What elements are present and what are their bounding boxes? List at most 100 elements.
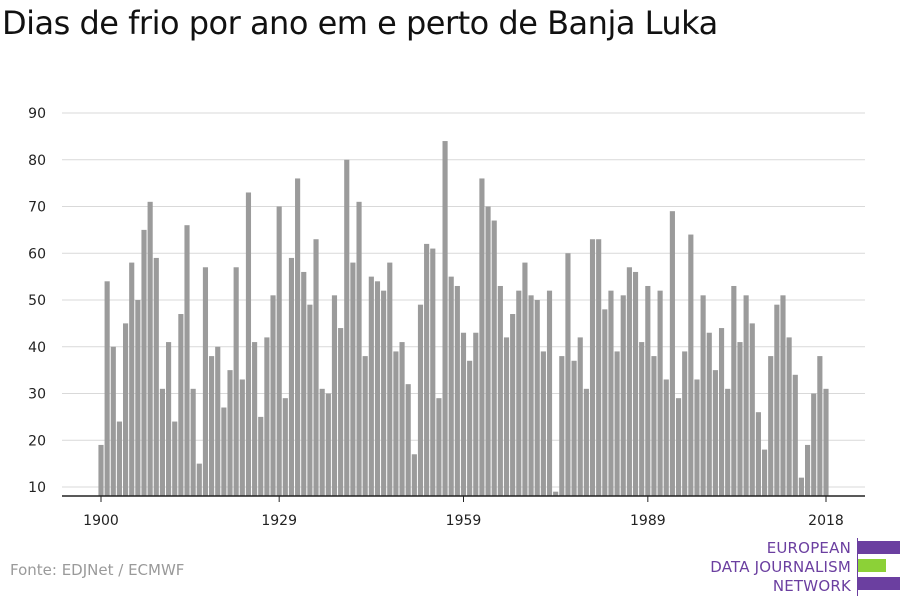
- bar: [141, 229, 147, 497]
- bar: [368, 276, 374, 497]
- bar: [571, 360, 577, 496]
- bar: [313, 239, 319, 497]
- bar: [331, 295, 338, 496]
- bar: [534, 300, 540, 496]
- bar: [159, 388, 166, 496]
- bar: [725, 388, 731, 496]
- bar: [731, 285, 737, 496]
- bar: [221, 407, 227, 496]
- bar: [798, 477, 804, 496]
- bar: [460, 332, 467, 496]
- bar: [589, 239, 596, 497]
- bar: [559, 356, 565, 496]
- bar: [817, 356, 823, 496]
- bar: [522, 262, 528, 496]
- bar: [319, 388, 325, 496]
- y-axis-ticks: 10 20 30 40 50 60 70 80 90: [28, 106, 46, 496]
- logo-bar-green: [858, 559, 886, 572]
- y-tick-label: 90: [28, 106, 46, 122]
- bar: [411, 454, 417, 496]
- bar: [694, 379, 700, 496]
- x-tick-label: 2018: [808, 513, 844, 529]
- logo-bar-purple-top: [858, 541, 900, 554]
- bar: [436, 398, 442, 496]
- bar: [264, 337, 270, 496]
- bar: [596, 239, 602, 497]
- bar: [645, 285, 651, 496]
- bar: [485, 206, 491, 496]
- bar: [737, 342, 743, 496]
- bar: [172, 421, 178, 496]
- y-tick-label: 10: [28, 480, 46, 496]
- bar: [338, 328, 344, 496]
- bar: [448, 276, 454, 497]
- bar: [405, 384, 411, 496]
- bar-chart: 10 20 30 40 50 60 70 80 90 1900 1929 1959 1989 2018: [28, 106, 865, 529]
- bar: [116, 421, 122, 496]
- bar: [258, 416, 264, 497]
- bar: [239, 379, 245, 496]
- bar: [215, 346, 221, 496]
- logo-divider: [857, 538, 858, 596]
- bar: [626, 267, 632, 496]
- bar: [184, 225, 190, 496]
- bar: [805, 444, 811, 496]
- y-tick-label: 40: [28, 340, 46, 356]
- bar: [712, 370, 718, 497]
- bar: [780, 295, 786, 496]
- bar: [657, 290, 663, 496]
- y-tick-label: 30: [28, 387, 46, 403]
- bar: [503, 337, 510, 496]
- y-tick-label: 20: [28, 433, 46, 449]
- bar: [393, 351, 399, 496]
- bar: [792, 374, 798, 496]
- bar: [614, 351, 620, 496]
- bar: [811, 393, 817, 496]
- bar: [123, 323, 129, 497]
- bar: [430, 248, 436, 496]
- bar: [209, 356, 215, 496]
- logo-text: EUROPEAN DATA JOURNALISM NETWORK: [710, 539, 851, 596]
- bar: [577, 337, 583, 496]
- x-tick-label: 1929: [261, 513, 297, 529]
- logo-line-1: EUROPEAN: [766, 539, 851, 557]
- bar: [749, 323, 755, 497]
- bar: [166, 342, 172, 496]
- bar: [632, 271, 639, 496]
- bar: [381, 290, 387, 496]
- bar: [774, 304, 780, 496]
- logo-line-3: NETWORK: [772, 577, 851, 595]
- source-note: Fonte: EDJNet / ECMWF: [10, 561, 185, 579]
- y-tick-label: 80: [28, 153, 46, 169]
- bar: [700, 295, 706, 496]
- bar: [669, 211, 675, 496]
- x-tick-label: 1959: [446, 513, 482, 529]
- bar: [540, 351, 546, 496]
- bar: [497, 285, 503, 496]
- bar: [528, 295, 534, 496]
- bar: [565, 253, 571, 496]
- edjnet-logo: EUROPEAN DATA JOURNALISM NETWORK: [700, 538, 900, 598]
- bar: [270, 295, 276, 496]
- chart-title: Dias de frio por ano em e perto de Banja…: [2, 4, 718, 42]
- bar: [467, 360, 473, 496]
- bar: [706, 332, 712, 496]
- bar: [356, 201, 362, 496]
- bar: [424, 243, 430, 496]
- bar: [546, 290, 553, 496]
- bar: [768, 356, 774, 496]
- bar: [196, 463, 202, 497]
- bar: [479, 178, 485, 496]
- bar: [374, 281, 381, 496]
- bar: [344, 159, 350, 496]
- logo-line-2: DATA JOURNALISM: [710, 558, 851, 576]
- bar: [755, 412, 761, 496]
- bar: [301, 271, 307, 496]
- bar: [227, 370, 233, 497]
- bar: [110, 346, 116, 496]
- logo-bar-purple-bottom: [858, 577, 900, 590]
- x-axis: 1900 1929 1959 1989 2018: [62, 495, 865, 529]
- bar: [553, 491, 559, 496]
- bar: [252, 342, 258, 496]
- bar: [602, 309, 608, 496]
